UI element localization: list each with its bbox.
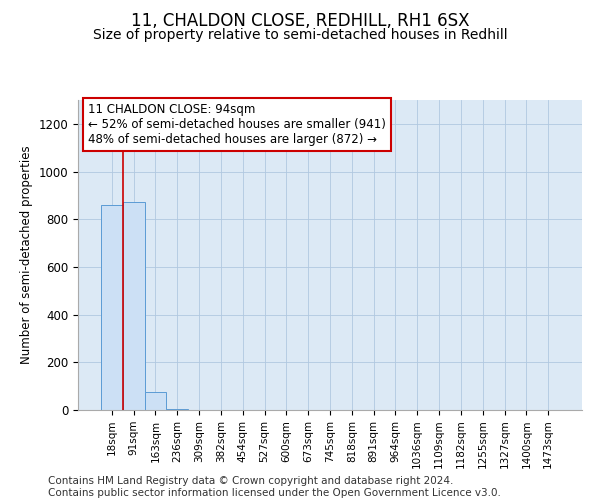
Bar [101,205,123,410]
Text: 11, CHALDON CLOSE, REDHILL, RH1 6SX: 11, CHALDON CLOSE, REDHILL, RH1 6SX [131,12,469,30]
Text: Contains HM Land Registry data © Crown copyright and database right 2024.
Contai: Contains HM Land Registry data © Crown c… [48,476,501,498]
Text: 11 CHALDON CLOSE: 94sqm
← 52% of semi-detached houses are smaller (941)
48% of s: 11 CHALDON CLOSE: 94sqm ← 52% of semi-de… [88,103,386,146]
Bar [166,409,188,410]
Bar [145,392,166,410]
Bar [123,202,145,410]
Text: Size of property relative to semi-detached houses in Redhill: Size of property relative to semi-detach… [92,28,508,42]
Y-axis label: Number of semi-detached properties: Number of semi-detached properties [20,146,33,364]
